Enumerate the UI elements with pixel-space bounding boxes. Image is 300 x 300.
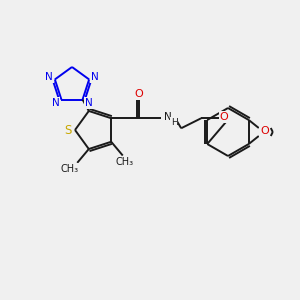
Text: N: N [45, 72, 53, 82]
Text: O: O [135, 89, 144, 99]
Text: N: N [52, 98, 59, 108]
Text: O: O [220, 112, 229, 122]
Text: N: N [85, 98, 92, 108]
Text: N: N [164, 112, 172, 122]
Text: CH₃: CH₃ [116, 157, 134, 166]
Text: CH₃: CH₃ [60, 164, 78, 174]
Text: H: H [171, 118, 178, 127]
Text: N: N [91, 72, 99, 82]
Text: S: S [64, 124, 72, 136]
Text: O: O [260, 126, 269, 136]
Text: O: O [260, 128, 269, 138]
